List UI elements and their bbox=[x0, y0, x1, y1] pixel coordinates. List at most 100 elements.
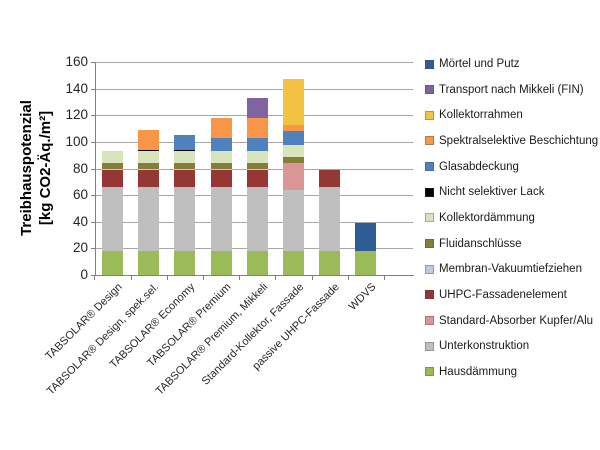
category-label: WDVS bbox=[346, 281, 379, 313]
bar-segment bbox=[138, 162, 160, 170]
y-axis-tick bbox=[91, 248, 95, 250]
bar-segment bbox=[174, 251, 196, 275]
legend-item: Glasabdeckung bbox=[425, 157, 519, 177]
legend-label: Mörtel und Putz bbox=[439, 58, 520, 70]
bar-segment bbox=[102, 169, 123, 188]
legend-swatch bbox=[425, 264, 434, 274]
bar-segment bbox=[102, 162, 123, 170]
legend-item: Transport nach Mikkeli (FIN) bbox=[425, 80, 584, 100]
x-axis-tick bbox=[130, 276, 132, 280]
bar-segment bbox=[246, 97, 268, 118]
bar-segment bbox=[210, 137, 232, 152]
legend-label: Glasabdeckung bbox=[439, 160, 519, 173]
legend-item: Spektralselektive Beschichtung bbox=[425, 131, 598, 151]
y-tick-label: 20 bbox=[72, 240, 88, 256]
legend-label: Spektralselektive Beschichtung bbox=[439, 134, 599, 147]
bar-segment bbox=[174, 169, 196, 170]
legend-label: Membran-Vakuumtiefziehen bbox=[439, 263, 582, 276]
bar-segment bbox=[102, 169, 123, 170]
x-axis-tick bbox=[94, 276, 96, 280]
y-tick-label: 120 bbox=[65, 107, 88, 123]
legend-label: Nicht selektiver Lack bbox=[439, 186, 545, 199]
gridline bbox=[95, 62, 413, 63]
legend-label: UHPC-Fassadenelement bbox=[439, 288, 567, 301]
legend-item: Fluidanschlüsse bbox=[425, 234, 521, 254]
legend-swatch bbox=[425, 187, 434, 197]
bar-segment bbox=[138, 169, 160, 170]
x-axis-tick bbox=[239, 276, 241, 280]
y-axis-line bbox=[95, 62, 96, 276]
y-tick-label: 60 bbox=[72, 187, 88, 203]
bar-segment bbox=[355, 223, 377, 252]
bar-segment bbox=[319, 187, 341, 252]
y-axis-tick bbox=[91, 88, 95, 90]
legend-label: Kollektorrahmen bbox=[439, 109, 523, 122]
bar-segment bbox=[210, 169, 232, 188]
legend-label: Unterkonstruktion bbox=[439, 340, 530, 353]
bar-segment bbox=[138, 169, 160, 188]
legend-item: Kollektordämmung bbox=[425, 208, 535, 228]
y-axis-tick bbox=[91, 115, 95, 117]
x-axis-tick bbox=[311, 276, 313, 280]
legend-item: UHPC-Fassadenelement bbox=[425, 285, 567, 305]
legend-label: Kollektordämmung bbox=[439, 211, 535, 224]
bar-segment bbox=[102, 187, 123, 252]
bar-segment bbox=[138, 129, 160, 150]
bar-segment bbox=[138, 149, 160, 152]
legend-swatch bbox=[425, 367, 434, 377]
bar-segment bbox=[283, 79, 304, 125]
bar-segment bbox=[174, 151, 196, 163]
legend-item: Kollektorrahmen bbox=[425, 105, 523, 125]
y-axis-tick bbox=[91, 195, 95, 197]
y-tick-label: 140 bbox=[65, 80, 88, 96]
x-axis-tick bbox=[384, 276, 385, 280]
bar-segment bbox=[283, 163, 304, 190]
y-axis-tick bbox=[91, 275, 95, 276]
x-axis-tick bbox=[347, 276, 349, 280]
legend-item: Unterkonstruktion bbox=[425, 336, 529, 356]
x-axis-tick bbox=[166, 276, 168, 280]
bar-segment bbox=[210, 169, 232, 170]
bar-segment bbox=[283, 189, 304, 252]
y-tick-label: 100 bbox=[65, 133, 88, 149]
legend-item: Standard-Absorber Kupfer/Alu bbox=[425, 311, 593, 331]
y-axis-tick bbox=[91, 141, 95, 143]
legend-swatch bbox=[425, 213, 434, 223]
bar-segment bbox=[138, 187, 160, 252]
bar-segment bbox=[319, 251, 341, 275]
bar-segment bbox=[283, 131, 304, 145]
legend-swatch bbox=[425, 341, 434, 351]
bar-segment bbox=[355, 251, 377, 275]
bar-segment bbox=[246, 151, 268, 163]
y-tick-label: 40 bbox=[72, 213, 88, 229]
bar-segment bbox=[246, 169, 268, 170]
y-tick-label: 80 bbox=[72, 160, 88, 176]
bar-segment bbox=[210, 162, 232, 170]
bar-segment bbox=[138, 251, 160, 275]
bar-segment bbox=[283, 251, 304, 275]
legend-label: Transport nach Mikkeli (FIN) bbox=[439, 83, 584, 96]
y-tick-label: 160 bbox=[65, 54, 88, 69]
legend-swatch bbox=[425, 110, 434, 120]
bar-segment bbox=[174, 135, 196, 150]
bar-segment bbox=[174, 169, 196, 188]
bar-segment bbox=[138, 151, 160, 163]
bar-segment bbox=[210, 187, 232, 252]
bar-segment bbox=[174, 187, 196, 252]
legend-swatch bbox=[425, 59, 434, 69]
bar-segment bbox=[174, 162, 196, 170]
bar-segment bbox=[319, 169, 341, 188]
y-axis-tick bbox=[91, 62, 95, 63]
bar-segment bbox=[246, 117, 268, 138]
legend-swatch bbox=[425, 316, 434, 325]
legend-label: Fluidanschlüsse bbox=[439, 237, 522, 250]
bar-segment bbox=[210, 117, 232, 138]
bar-segment bbox=[102, 251, 123, 275]
bar-segment bbox=[102, 151, 123, 163]
bar-segment bbox=[246, 169, 268, 188]
x-axis-line bbox=[95, 275, 414, 276]
bar-segment bbox=[283, 124, 304, 132]
bar-segment bbox=[283, 144, 304, 157]
legend-swatch bbox=[425, 290, 434, 300]
